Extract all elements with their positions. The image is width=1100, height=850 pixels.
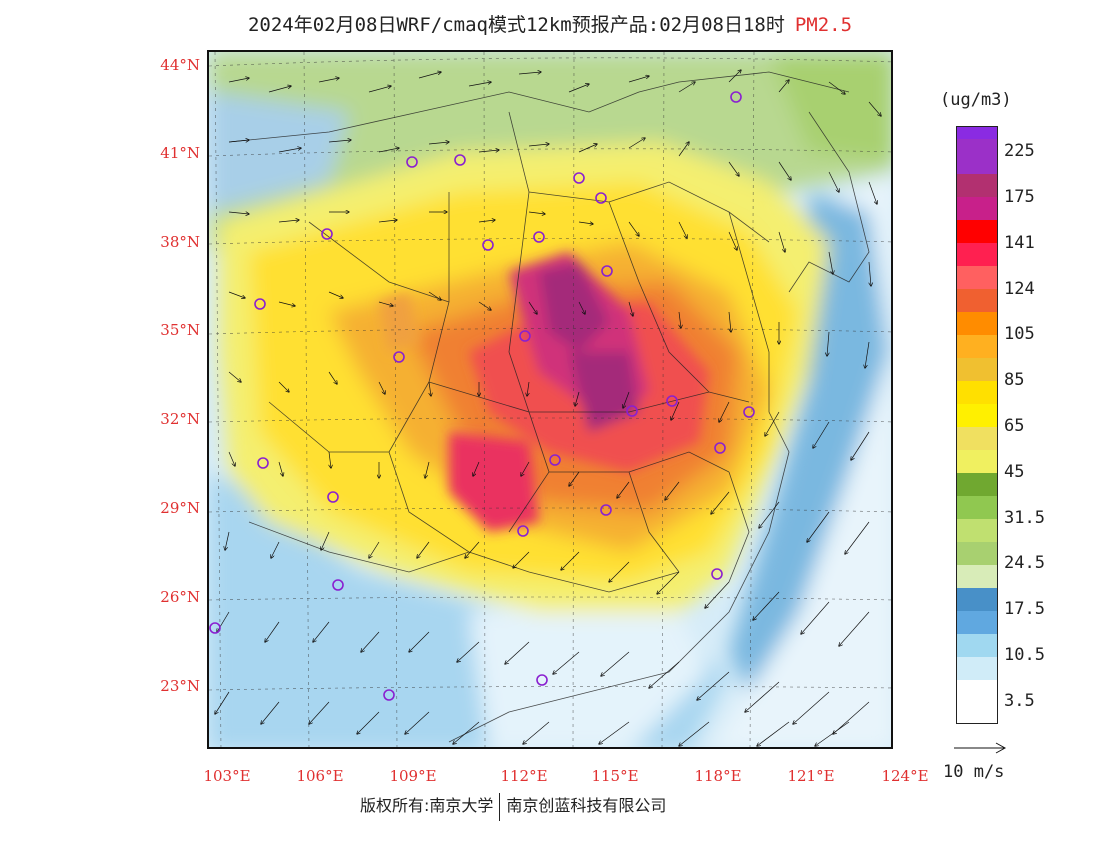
lon-label-103: 103°E	[203, 767, 251, 785]
lon-label-124: 124°E	[881, 767, 929, 785]
legend-label: 105	[1004, 324, 1035, 344]
lat-label-44: 44°N	[160, 56, 200, 74]
copyright-left: 版权所有:南京大学	[360, 796, 494, 815]
wind-scale-label: 10 m/s	[943, 762, 1005, 782]
wind-vectors	[215, 70, 881, 746]
legend-label: 225	[1004, 141, 1035, 161]
lat-label-26: 26°N	[160, 588, 200, 606]
legend-label: 141	[1004, 233, 1035, 253]
lat-label-29: 29°N	[160, 499, 200, 517]
legend-label: 65	[1004, 416, 1025, 436]
lat-label-38: 38°N	[160, 233, 200, 251]
forecast-map	[207, 50, 893, 749]
legend-label: 10.5	[1004, 645, 1045, 665]
lat-label-32: 32°N	[160, 410, 200, 428]
copyright-footer: 版权所有:南京大学 南京创蓝科技有限公司	[360, 792, 666, 821]
legend-label: 85	[1004, 370, 1025, 390]
copyright-right: 南京创蓝科技有限公司	[506, 796, 667, 815]
lon-label-121: 121°E	[787, 767, 835, 785]
legend-label: 3.5	[1004, 691, 1035, 711]
lat-label-35: 35°N	[160, 321, 200, 339]
lon-label-112: 112°E	[500, 767, 548, 785]
map-canvas	[209, 52, 891, 747]
pollutant-label: PM2.5	[794, 14, 853, 36]
lat-label-23: 23°N	[160, 677, 200, 695]
legend-label: 31.5	[1004, 508, 1045, 528]
legend-label: 17.5	[1004, 599, 1045, 619]
legend-unit: (ug/m3)	[940, 90, 1012, 110]
color-bar	[956, 126, 998, 724]
lat-label-41: 41°N	[160, 144, 200, 162]
legend-label: 45	[1004, 462, 1025, 482]
lon-label-106: 106°E	[296, 767, 344, 785]
city-markers	[209, 91, 755, 701]
title-main: 2024年02月08日WRF/cmaq模式12km预报产品:02月08日18时	[247, 14, 785, 36]
copyright-divider	[499, 792, 501, 821]
map-title: 2024年02月08日WRF/cmaq模式12km预报产品:02月08日18时 P…	[0, 10, 1100, 37]
legend-label: 175	[1004, 187, 1035, 207]
lon-label-118: 118°E	[694, 767, 742, 785]
legend-label: 124	[1004, 279, 1035, 299]
legend-label: 24.5	[1004, 553, 1045, 573]
lon-label-115: 115°E	[591, 767, 639, 785]
lon-label-109: 109°E	[389, 767, 437, 785]
wind-scale-arrow	[954, 742, 1007, 754]
